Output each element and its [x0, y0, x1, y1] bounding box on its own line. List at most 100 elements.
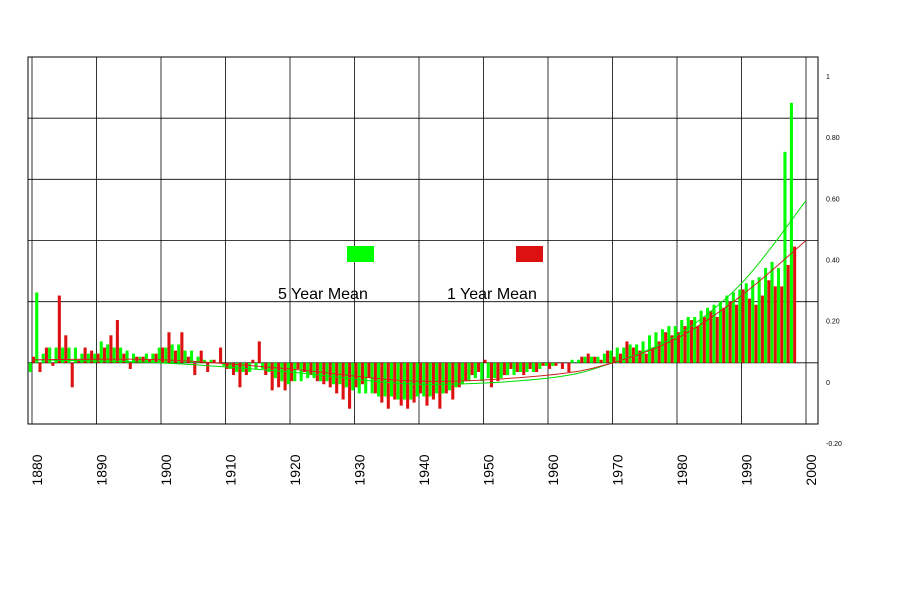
bar [628, 344, 632, 363]
bar [377, 362, 381, 397]
bar [773, 286, 777, 363]
bar [751, 280, 755, 363]
bar [161, 347, 165, 363]
bar [683, 326, 687, 363]
bar [686, 316, 690, 363]
bar [115, 320, 119, 363]
bar [583, 356, 587, 363]
bar [380, 362, 384, 403]
bar [54, 347, 58, 363]
bar [96, 353, 100, 363]
bar [735, 304, 739, 363]
bar [522, 362, 526, 376]
bar [128, 362, 132, 369]
bar [177, 344, 181, 363]
bar [541, 362, 545, 366]
bar [460, 362, 464, 385]
bar [728, 301, 732, 363]
bar [357, 362, 361, 394]
bar [760, 295, 764, 363]
bar [222, 362, 226, 366]
bar [383, 362, 387, 397]
bar [241, 362, 245, 373]
bar [196, 356, 200, 363]
bar [73, 347, 77, 363]
bar [173, 350, 177, 363]
bar [90, 350, 94, 363]
x-tick-label: 1910 [223, 454, 239, 485]
bar [435, 362, 439, 394]
bar [535, 362, 539, 373]
bar [102, 347, 107, 363]
bar [193, 362, 197, 376]
bar [106, 344, 110, 363]
bar [477, 362, 481, 373]
bar [551, 362, 555, 366]
bar [731, 292, 735, 363]
y-tick-label: 0.80 [826, 135, 840, 142]
bar [615, 347, 619, 363]
bar [286, 362, 290, 385]
x-tick-label: 1940 [416, 454, 432, 485]
bar [438, 362, 442, 409]
x-tick-label: 1970 [610, 454, 626, 485]
bar [767, 280, 771, 363]
bar [360, 362, 365, 385]
bar [38, 362, 42, 373]
bar [322, 362, 326, 385]
x-tick-label: 1930 [352, 454, 368, 485]
bar [715, 316, 719, 363]
x-tick-label: 1890 [94, 454, 110, 485]
bar [260, 362, 265, 369]
bar [489, 362, 494, 388]
bar [702, 316, 706, 363]
bar [738, 289, 742, 363]
bar [367, 362, 371, 379]
bar [509, 362, 513, 369]
bar [667, 326, 671, 363]
bar [554, 362, 558, 366]
bar [718, 301, 722, 363]
bar [712, 304, 716, 363]
bar [706, 307, 710, 363]
bar [170, 344, 174, 363]
bar [657, 341, 661, 363]
bar [722, 307, 726, 363]
bar [493, 362, 497, 379]
bar [577, 359, 581, 363]
bar [190, 350, 194, 363]
bar [515, 362, 519, 373]
bar [454, 362, 458, 388]
bar [180, 332, 184, 363]
bar [518, 362, 523, 373]
bar [622, 347, 626, 363]
bar [589, 356, 593, 363]
bar [228, 362, 232, 369]
bar [335, 362, 339, 394]
bar [338, 362, 342, 385]
bar [606, 350, 610, 363]
bar [80, 353, 84, 363]
bar [131, 353, 136, 363]
legend-label: 5 Year Mean [278, 286, 368, 303]
bar [231, 362, 236, 376]
bar [125, 350, 129, 363]
bar [28, 362, 32, 373]
bar [506, 362, 510, 376]
bar [531, 362, 535, 373]
bar [402, 362, 406, 400]
bar [112, 347, 116, 363]
bar [444, 362, 448, 394]
bar [135, 356, 139, 363]
bar [354, 362, 358, 388]
bar [680, 320, 684, 363]
bar [257, 341, 261, 363]
bar [428, 362, 432, 397]
bar [148, 359, 152, 363]
bar [470, 362, 474, 376]
bar [51, 362, 55, 366]
bar [109, 335, 113, 363]
bar [512, 362, 516, 376]
bar [747, 298, 752, 363]
bar [596, 356, 600, 363]
